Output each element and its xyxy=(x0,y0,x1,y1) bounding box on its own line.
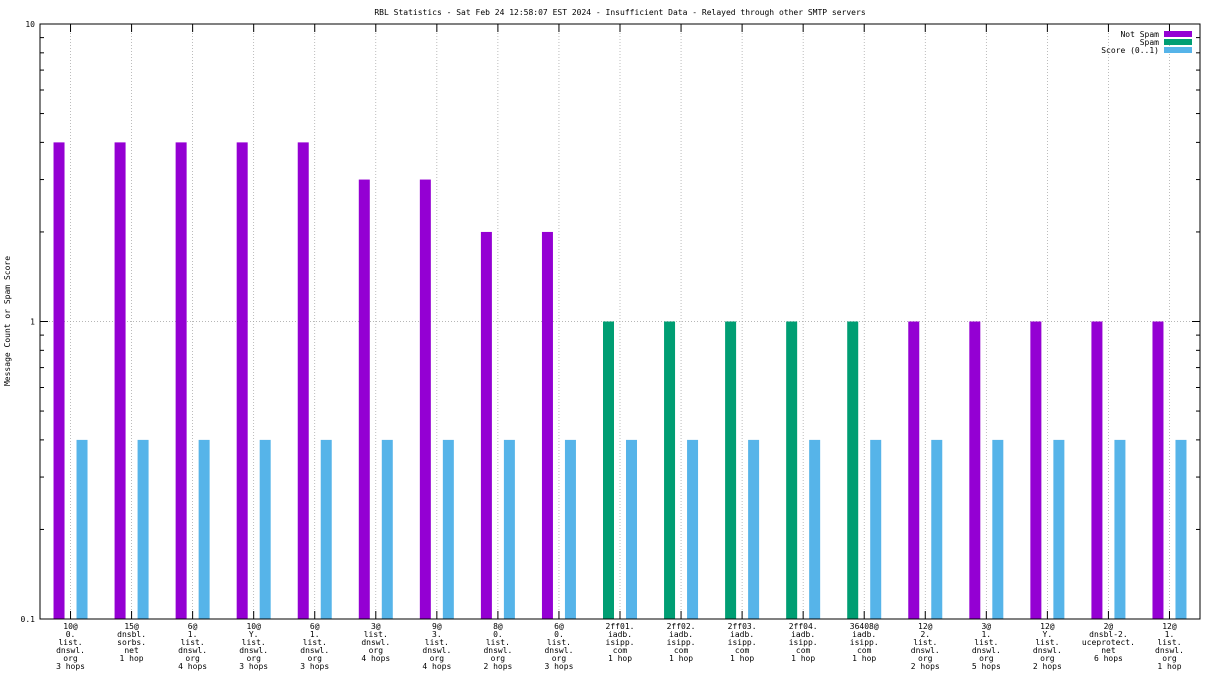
bar-not-spam xyxy=(1091,321,1103,619)
bar-spam xyxy=(725,321,737,619)
x-tick-label: 2ff04. iadb. isipp. com 1 hop xyxy=(789,622,818,663)
x-tick-label: 10@ Y. list. dnswl. org 3 hops xyxy=(239,622,268,671)
bar-score-0-1 xyxy=(564,439,576,619)
bar-not-spam xyxy=(480,231,492,619)
x-tick-label: 9@ 3. list. dnswl. org 4 hops xyxy=(422,622,451,671)
x-tick-label: 36408@ iadb. isipp. com 1 hop xyxy=(850,622,879,663)
bar-not-spam xyxy=(541,231,553,619)
bar-not-spam xyxy=(969,321,981,619)
bar-score-0-1 xyxy=(626,439,637,619)
x-tick-label: 3@ 1. list. dnswl. org 5 hops xyxy=(972,622,1001,671)
legend-swatch xyxy=(1164,31,1192,37)
bar-score-0-1 xyxy=(992,439,1004,619)
x-tick-label: 12@ Y. list. dnswl. org 2 hops xyxy=(1033,622,1062,671)
bar-score-0-1 xyxy=(809,439,821,619)
bar-score-0-1 xyxy=(748,439,760,619)
y-axis-label: Message Count or Spam Score xyxy=(3,256,12,386)
x-tick-label: 10@ 0. list. dnswl. org 3 hops xyxy=(56,622,85,671)
y-tick-label: 1 xyxy=(30,318,35,327)
bar-score-0-1 xyxy=(381,439,393,619)
bar-score-0-1 xyxy=(1053,439,1065,619)
bar-not-spam xyxy=(1152,321,1164,619)
bar-not-spam xyxy=(175,142,187,619)
bar-not-spam xyxy=(297,142,309,619)
y-tick-label: 10 xyxy=(25,20,35,29)
x-tick-label: 15@ dnsbl. sorbs. net 1 hop xyxy=(117,622,146,663)
y-tick-label: 0.1 xyxy=(21,615,36,624)
legend-label: Not Spam xyxy=(1120,30,1159,39)
bar-score-0-1 xyxy=(687,439,699,619)
bar-score-0-1 xyxy=(931,439,943,619)
legend-label: Spam xyxy=(1140,38,1159,47)
bar-score-0-1 xyxy=(442,439,454,619)
bar-score-0-1 xyxy=(870,439,882,619)
bar-not-spam xyxy=(53,142,65,619)
x-tick-label: 2ff01. iadb. isipp. com 1 hop xyxy=(606,622,635,663)
bar-score-0-1 xyxy=(198,439,210,619)
bar-spam xyxy=(786,321,798,619)
bar-not-spam xyxy=(908,321,920,619)
bar-score-0-1 xyxy=(320,439,332,619)
x-tick-label: 2ff03. iadb. isipp. com 1 hop xyxy=(728,622,757,663)
axis-ticks: 0.1 1 10 10@ 0. list. dnswl. org 3 hops 15@ dnsbl.… xyxy=(21,20,1200,671)
bar-not-spam xyxy=(358,179,370,619)
x-tick-label: 6@ 1. list. dnswl. org 4 hops xyxy=(178,622,207,671)
bar-not-spam xyxy=(236,142,248,619)
chart-title: RBL Statistics - Sat Feb 24 12:58:07 EST… xyxy=(374,8,865,17)
bar-score-0-1 xyxy=(1175,439,1187,619)
legend-swatch xyxy=(1164,39,1192,45)
x-tick-label: 2ff02. iadb. isipp. com 1 hop xyxy=(667,622,696,663)
bar-not-spam xyxy=(114,142,126,619)
bars xyxy=(53,142,1187,619)
grid-lines xyxy=(40,24,1200,619)
bar-spam xyxy=(603,321,614,619)
x-tick-label: 12@ 2. list. dnswl. org 2 hops xyxy=(911,622,940,671)
bar-score-0-1 xyxy=(76,439,88,619)
x-tick-label: 3@ list. dnswl. org 4 hops xyxy=(361,622,390,663)
bar-not-spam xyxy=(1030,321,1042,619)
bar-score-0-1 xyxy=(137,439,149,619)
x-tick-label: 2@ dnsbl-2. uceprotect. net 6 hops xyxy=(1082,622,1135,663)
x-tick-label: 12@ 1. list. dnswl. org 1 hop xyxy=(1155,622,1184,671)
bar-score-0-1 xyxy=(259,439,271,619)
bar-score-0-1 xyxy=(503,439,515,619)
legend-swatch xyxy=(1164,47,1192,53)
x-tick-label: 6@ 1. list. dnswl. org 3 hops xyxy=(300,622,329,671)
legend-label: Score (0..1) xyxy=(1101,46,1159,55)
bar-not-spam xyxy=(419,179,431,619)
bar-score-0-1 xyxy=(1114,439,1126,619)
bar-spam xyxy=(847,321,859,619)
x-tick-label: 6@ 0. list. dnswl. org 3 hops xyxy=(544,622,573,671)
bar-spam xyxy=(664,321,676,619)
x-tick-label: 8@ 0. list. dnswl. org 2 hops xyxy=(483,622,512,671)
